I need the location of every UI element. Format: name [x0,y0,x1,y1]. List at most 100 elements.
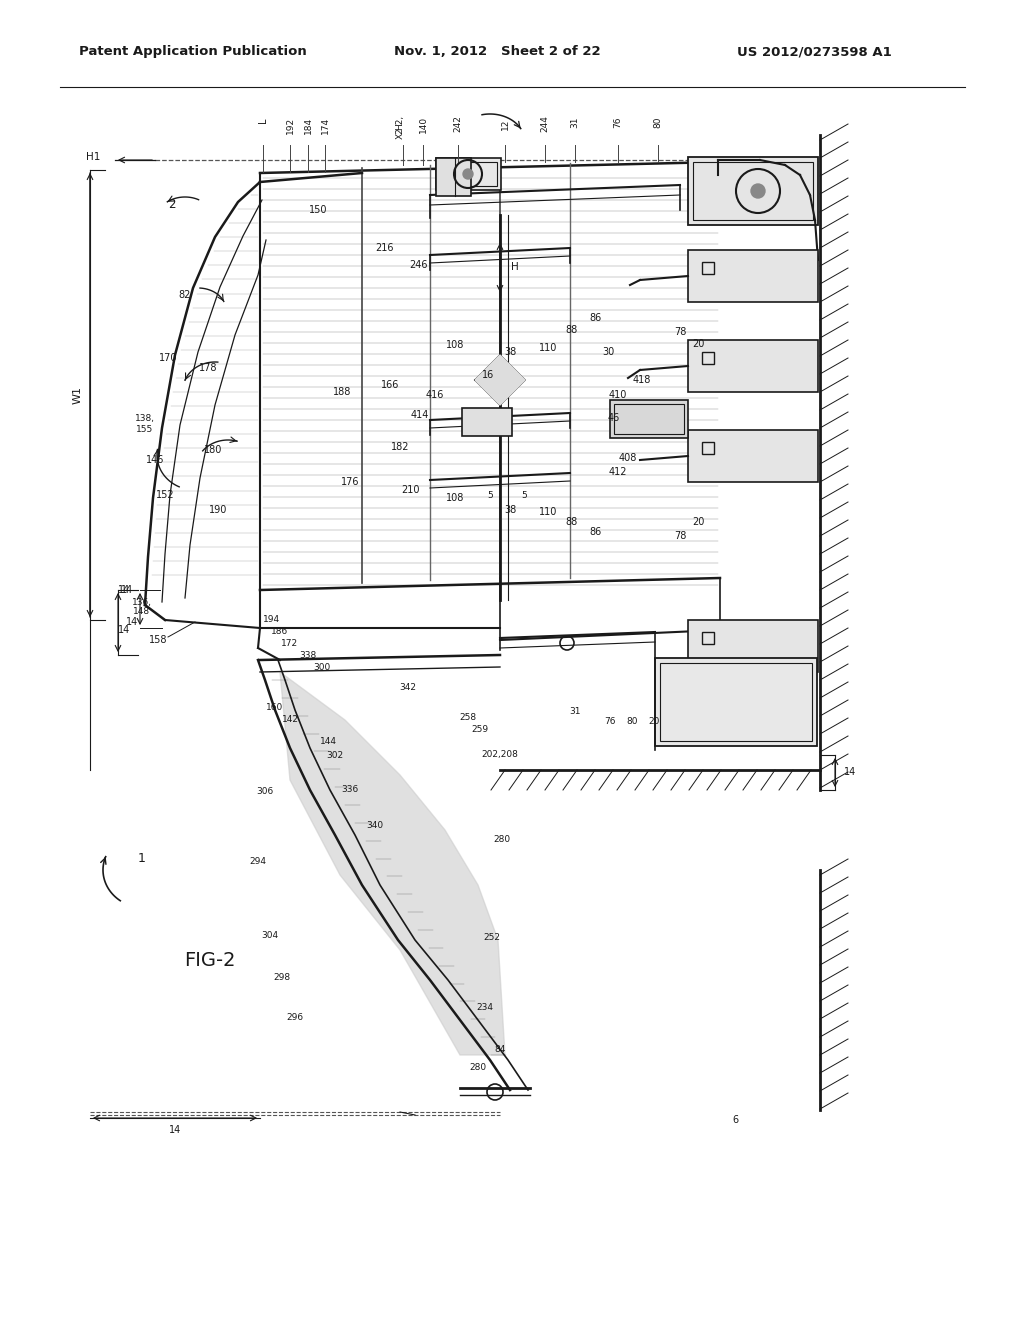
Text: 82: 82 [179,290,191,300]
Text: 192: 192 [286,116,295,133]
Bar [702,261,714,275]
Text: 30: 30 [602,347,614,356]
Text: 6: 6 [732,1115,738,1125]
Text: 38: 38 [504,347,516,356]
Text: H2,: H2, [395,115,404,129]
Circle shape [463,169,473,180]
Text: W1: W1 [73,385,83,404]
Text: H1: H1 [86,152,100,162]
Bar [702,442,714,454]
Text: 182: 182 [391,442,410,451]
Text: 296: 296 [287,1014,303,1023]
Text: 88: 88 [566,517,579,527]
Text: 170: 170 [159,352,177,363]
Text: 110: 110 [539,507,557,517]
Text: 252: 252 [483,933,501,942]
Text: 259: 259 [471,726,488,734]
Text: 86: 86 [590,527,602,537]
Text: 14: 14 [118,624,130,635]
Bar [688,620,818,672]
Bar [436,158,501,190]
Text: 338: 338 [299,652,316,660]
Text: 146: 146 [145,455,164,465]
Polygon shape [475,355,525,405]
Text: 242: 242 [454,116,463,132]
Text: 14: 14 [121,585,133,595]
Text: 340: 340 [367,821,384,829]
Text: 1: 1 [138,851,146,865]
Text: 110: 110 [539,343,557,352]
Text: 78: 78 [674,327,686,337]
Text: 158: 158 [148,635,167,645]
Text: 304: 304 [261,931,279,940]
Text: 76: 76 [604,718,615,726]
Text: FIG-2: FIG-2 [184,950,236,969]
Text: 138,: 138, [135,413,155,422]
Text: 216: 216 [376,243,394,253]
Text: 302: 302 [327,751,344,759]
Text: 336: 336 [341,785,358,795]
Text: 14: 14 [118,585,130,595]
Text: 190: 190 [209,506,227,515]
Text: 172: 172 [282,639,299,648]
Text: 246: 246 [409,260,427,271]
Bar [702,352,714,364]
Text: 88: 88 [566,325,579,335]
Text: 300: 300 [313,664,331,672]
Text: 202,208: 202,208 [481,751,518,759]
Text: H: H [511,261,519,272]
Text: 16: 16 [482,370,495,380]
Text: X2: X2 [395,127,404,139]
Text: 5: 5 [521,491,527,499]
Text: 2: 2 [168,198,176,211]
Text: 174: 174 [321,116,330,133]
Text: 416: 416 [426,389,444,400]
Text: 155: 155 [136,425,154,434]
Text: US 2012/0273598 A1: US 2012/0273598 A1 [737,45,892,58]
Bar [688,157,818,224]
Bar [688,341,818,392]
Text: 166: 166 [381,380,399,389]
Text: 136,: 136, [132,598,152,606]
Bar [614,404,684,434]
Bar [688,249,818,302]
Text: 160: 160 [266,704,284,713]
Text: 108: 108 [445,341,464,350]
Text: L: L [258,117,268,123]
Text: 412: 412 [608,467,628,477]
Text: 342: 342 [399,684,417,693]
Text: 86: 86 [590,313,602,323]
Text: Patent Application Publication: Patent Application Publication [79,45,306,58]
Text: 140: 140 [419,115,427,132]
Text: 210: 210 [400,484,419,495]
Text: 80: 80 [653,116,663,128]
Text: 31: 31 [570,116,580,128]
Text: 84: 84 [495,1045,506,1055]
Text: 78: 78 [674,531,686,541]
Text: 20: 20 [692,517,705,527]
Text: 280: 280 [494,836,511,845]
Text: 180: 180 [204,445,222,455]
Text: 280: 280 [469,1064,486,1072]
Bar [688,430,818,482]
Text: 144: 144 [319,738,337,747]
Text: 14: 14 [169,1125,181,1135]
Bar [660,663,812,741]
Text: 76: 76 [613,116,623,128]
Bar [462,408,512,436]
Text: 148: 148 [133,607,151,616]
Bar [610,400,688,438]
Polygon shape [280,672,505,1055]
Text: 408: 408 [618,453,637,463]
Text: 14: 14 [126,616,138,627]
Text: 184: 184 [303,116,312,133]
Bar [440,162,497,186]
Text: 5: 5 [487,491,493,499]
Text: 186: 186 [271,627,289,636]
Text: 244: 244 [541,116,550,132]
Text: 80: 80 [627,718,638,726]
Text: 20: 20 [648,718,659,726]
Text: 150: 150 [309,205,328,215]
Text: 306: 306 [256,788,273,796]
Text: 418: 418 [633,375,651,385]
